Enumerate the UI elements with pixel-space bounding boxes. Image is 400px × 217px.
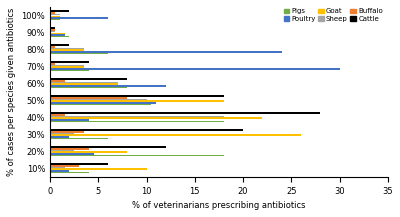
Bar <box>50 65 84 66</box>
Bar <box>50 36 70 37</box>
Bar <box>50 29 55 31</box>
Bar <box>50 138 108 139</box>
Legend: Pigs, Poultry, Goat, Sheep, Buffalo, Cattle: Pigs, Poultry, Goat, Sheep, Buffalo, Cat… <box>282 7 384 23</box>
Bar <box>50 151 127 153</box>
Y-axis label: % of cases per species given antibiotics: % of cases per species given antibiotics <box>7 8 16 176</box>
Bar <box>50 48 84 49</box>
Bar <box>50 78 127 80</box>
Bar <box>50 33 64 34</box>
Bar <box>50 19 60 20</box>
Bar <box>50 27 55 29</box>
Bar <box>50 82 118 83</box>
Bar <box>50 95 224 97</box>
Bar <box>50 146 166 148</box>
Bar <box>50 44 70 46</box>
Bar <box>50 163 108 165</box>
Bar <box>50 87 127 88</box>
Bar <box>50 85 166 87</box>
Bar <box>50 165 79 166</box>
Bar <box>50 51 282 53</box>
X-axis label: % of veterinarians prescribing antibiotics: % of veterinarians prescribing antibioti… <box>132 201 306 210</box>
Bar <box>50 133 74 134</box>
Bar <box>50 102 156 104</box>
Bar <box>50 12 55 14</box>
Bar <box>50 155 224 156</box>
Bar <box>50 170 70 172</box>
Bar <box>50 148 89 150</box>
Bar <box>50 17 108 19</box>
Bar <box>50 121 224 122</box>
Bar <box>50 10 70 12</box>
Bar <box>50 34 64 36</box>
Bar <box>50 46 55 48</box>
Bar <box>50 104 152 105</box>
Bar <box>50 63 55 65</box>
Bar <box>50 80 64 82</box>
Bar <box>50 112 320 114</box>
Bar <box>50 68 340 70</box>
Bar <box>50 53 108 54</box>
Bar <box>50 31 55 32</box>
Bar <box>50 14 60 15</box>
Bar <box>50 153 94 155</box>
Bar <box>50 129 243 131</box>
Bar <box>50 167 64 168</box>
Bar <box>50 66 84 68</box>
Bar <box>50 97 127 99</box>
Bar <box>50 136 70 138</box>
Bar <box>50 84 118 85</box>
Bar <box>50 70 89 71</box>
Bar <box>50 16 60 17</box>
Bar <box>50 61 89 63</box>
Bar <box>50 117 262 119</box>
Bar <box>50 134 301 136</box>
Bar <box>50 150 74 151</box>
Bar <box>50 131 84 133</box>
Bar <box>50 99 146 100</box>
Bar <box>50 168 146 170</box>
Bar <box>50 100 224 102</box>
Bar <box>50 172 89 173</box>
Bar <box>50 114 64 116</box>
Bar <box>50 119 89 121</box>
Bar <box>50 49 84 51</box>
Bar <box>50 116 224 117</box>
